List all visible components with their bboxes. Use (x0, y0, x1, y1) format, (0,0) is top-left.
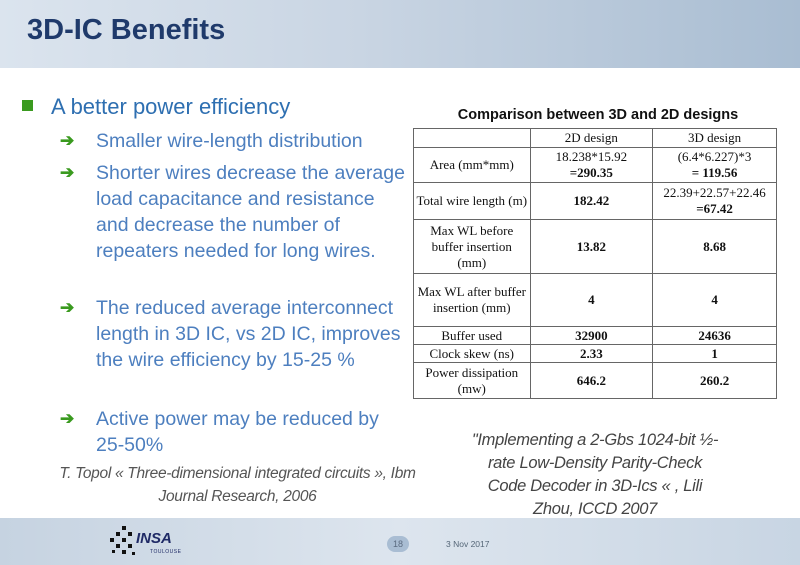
main-bullet-text: A better power efficiency (51, 94, 291, 119)
table-row: Clock skew (ns) 2.33 1 (413, 344, 777, 363)
row-label: Power dissipation (mw) (413, 362, 531, 399)
cell-2d-line1: 18.238*15.92 (555, 149, 628, 164)
cell-2d: 4 (529, 273, 654, 327)
cell-3d-line2: =67.42 (696, 201, 733, 216)
cell-3d: 4 (652, 273, 777, 327)
row-label: Total wire length (m) (413, 182, 531, 220)
cell-3d: 24636 (652, 326, 777, 345)
cell-2d: 32900 (529, 326, 654, 345)
cell-3d: 1 (652, 344, 777, 363)
row-label: Max WL before buffer insertion (mm) (413, 219, 531, 274)
table-row: Max WL before buffer insertion (mm) 13.8… (413, 219, 777, 274)
table-row: Buffer used 32900 24636 (413, 326, 777, 345)
cell-3d-line1: (6.4*6.227)*3 (677, 149, 752, 164)
table-header-cell (413, 128, 531, 148)
slide-date: 3 Nov 2017 (446, 539, 490, 549)
title-bar: 3D-IC Benefits (0, 0, 800, 68)
row-label: Area (mm*mm) (413, 147, 531, 183)
cell-3d-line1: 22.39+22.57+22.46 (663, 185, 766, 200)
logo-subtext: TOULOUSE (150, 549, 182, 555)
table-header-row: 2D design 3D design (413, 128, 777, 148)
cell-2d: 2.33 (529, 344, 654, 363)
arrow-right-icon: ➔ (60, 131, 75, 150)
sub-bullet-text: Active power may be reduced by 25-50% (96, 408, 379, 456)
cell-2d: 13.82 (529, 219, 654, 274)
table-row: Total wire length (m) 182.42 22.39+22.57… (413, 182, 777, 220)
page-number: 18 (387, 536, 409, 552)
cell-2d: 182.42 (529, 182, 654, 220)
insa-logo-icon (110, 526, 135, 555)
citation-left: T. Topol « Three-dimensional integrated … (59, 465, 416, 505)
cell-3d: 22.39+22.57+22.46 =67.42 (652, 182, 777, 220)
cell-2d: 18.238*15.92 =290.35 (529, 147, 654, 183)
slide-title: 3D-IC Benefits (27, 14, 226, 46)
cell-3d: 8.68 (652, 219, 777, 274)
row-label: Clock skew (ns) (413, 344, 531, 363)
sub-bullet-text: Shorter wires decrease the average load … (96, 162, 405, 262)
citation-right: "Implementing a 2-Gbs 1024-bit ½-rate Lo… (471, 431, 719, 518)
bullet-square-icon (22, 100, 33, 111)
table-caption: Comparison between 3D and 2D designs (457, 107, 739, 123)
sub-bullet-text: The reduced average interconnect length … (96, 297, 401, 371)
table-row: Power dissipation (mw) 646.2 260.2 (413, 362, 777, 399)
table-header-cell: 3D design (652, 128, 777, 148)
cell-2d-line2: =290.35 (569, 165, 613, 180)
sub-bullet-text: Smaller wire-length distribution (96, 130, 363, 152)
arrow-right-icon: ➔ (60, 298, 75, 317)
table-header-cell: 2D design (529, 128, 654, 148)
arrow-right-icon: ➔ (60, 409, 75, 428)
arrow-right-icon: ➔ (60, 163, 75, 182)
cell-3d: (6.4*6.227)*3 = 119.56 (652, 147, 777, 183)
comparison-table: 2D design 3D design Area (mm*mm) 18.238*… (413, 128, 777, 399)
cell-3d: 260.2 (652, 362, 777, 399)
table-row: Area (mm*mm) 18.238*15.92 =290.35 (6.4*6… (413, 147, 777, 183)
row-label: Buffer used (413, 326, 531, 345)
table-row: Max WL after buffer insertion (mm) 4 4 (413, 273, 777, 327)
logo-text: INSA (136, 530, 172, 547)
cell-3d-line2: = 119.56 (691, 165, 738, 180)
row-label: Max WL after buffer insertion (mm) (413, 273, 531, 327)
cell-2d: 646.2 (529, 362, 654, 399)
